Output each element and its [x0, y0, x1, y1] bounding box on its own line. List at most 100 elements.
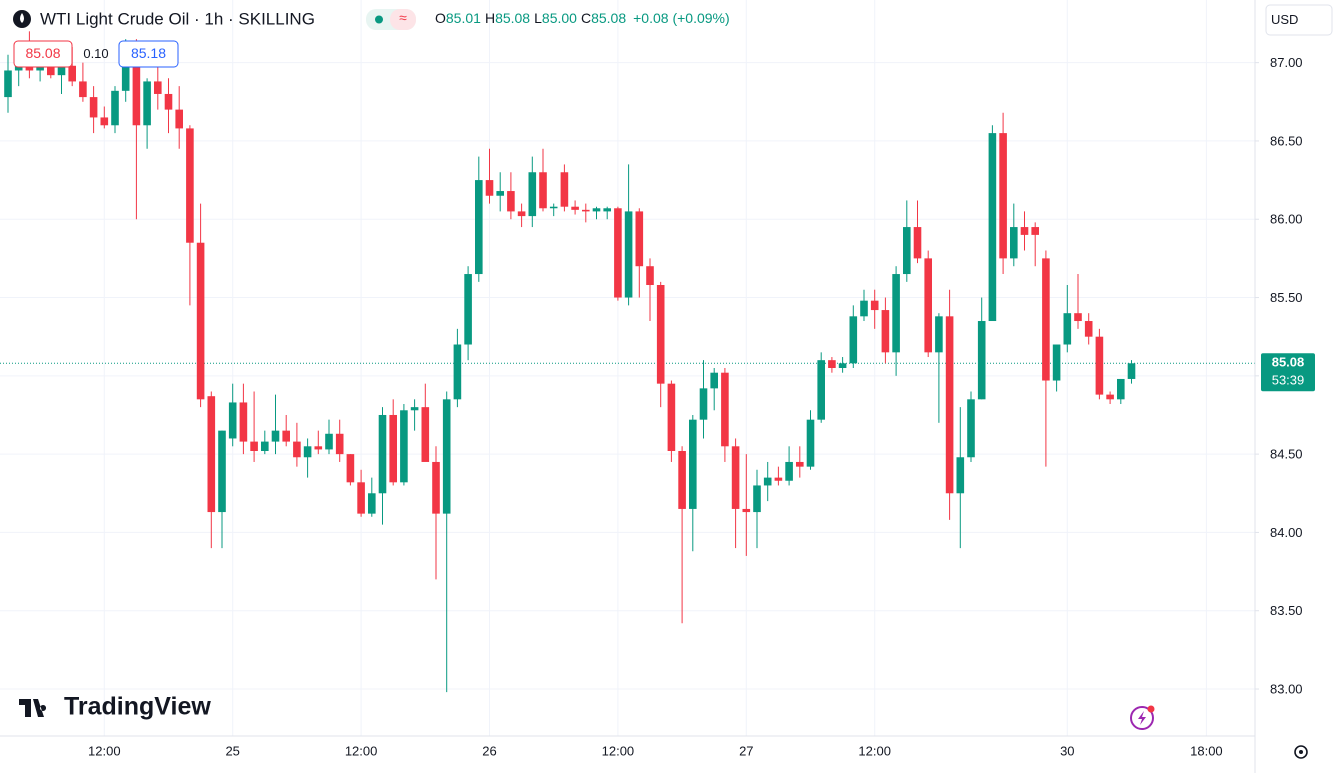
x-tick-label: 12:00 [602, 743, 635, 758]
candle-body [68, 65, 76, 82]
candle-body [261, 441, 269, 451]
candle-body [881, 310, 890, 353]
candle-body [507, 191, 515, 212]
candle-body [763, 477, 772, 486]
candle-body [1063, 313, 1072, 345]
candle-body [496, 191, 504, 196]
y-tick-label: 83.00 [1270, 681, 1303, 696]
y-tick-label: 83.50 [1270, 603, 1303, 618]
candle-body [1106, 394, 1114, 400]
candle-body [1084, 321, 1093, 337]
settings-icon[interactable] [1294, 745, 1308, 759]
legend-close: 85.08 [591, 10, 626, 26]
candle-body [646, 266, 654, 286]
candle-body [89, 97, 98, 118]
candle-body [1074, 313, 1082, 322]
candle-body [517, 211, 526, 217]
sell-button[interactable] [13, 40, 73, 68]
lightning-icon[interactable] [1130, 706, 1154, 730]
candle-body [346, 454, 355, 483]
candle-body [849, 316, 858, 364]
candle-body [774, 477, 783, 481]
candle-body [154, 81, 162, 94]
candle-body [624, 211, 633, 298]
y-tick-label: 86.50 [1270, 133, 1303, 148]
candle-body [218, 430, 226, 513]
y-tick-label: 84.50 [1270, 447, 1303, 462]
legend-low-label: L [534, 10, 542, 26]
candle-body [560, 172, 569, 207]
candle-body [475, 180, 483, 275]
x-tick-label: 25 [225, 743, 239, 758]
candle-body [164, 93, 173, 110]
candle-body [100, 117, 109, 126]
x-tick-label: 12:00 [88, 743, 121, 758]
candle-body [207, 396, 216, 513]
sell-price[interactable]: 85.08 [25, 45, 60, 61]
candle-body [378, 414, 387, 494]
candle-body [1117, 378, 1125, 400]
candle-body [539, 172, 547, 209]
candle-body [143, 81, 151, 126]
candle-body [442, 399, 451, 514]
candle-body [1042, 258, 1050, 381]
settings-icon-center [1299, 750, 1303, 754]
candle-body [988, 133, 997, 322]
candle-body [389, 414, 397, 483]
candle-body [806, 419, 815, 467]
candle-body [400, 410, 408, 483]
candle-body [710, 372, 718, 389]
candle-body [582, 209, 590, 212]
candle-body [549, 206, 558, 209]
candle-body [1052, 344, 1061, 381]
candle-body [614, 208, 622, 298]
candle-body [656, 285, 665, 384]
brand: TradingView [64, 693, 211, 721]
notification-dot [1147, 705, 1155, 713]
candle-body [421, 407, 430, 462]
buy-price[interactable]: 85.18 [131, 45, 166, 61]
candle-body [528, 172, 537, 217]
legend-open: 85.01 [446, 10, 481, 26]
legend-low: 85.00 [542, 10, 577, 26]
legend-change: +0.08 (+0.09%) [633, 10, 730, 26]
candle-body [828, 360, 836, 368]
candle-body [817, 360, 825, 420]
candle-body [785, 461, 793, 481]
candle-body [79, 81, 87, 98]
delay-icon: ≈ [399, 10, 407, 26]
candle-body [325, 433, 333, 450]
candle-body [870, 300, 879, 311]
candle-body [753, 485, 761, 513]
candle-body [186, 128, 194, 243]
candle-body [271, 430, 280, 442]
status-pill-right [390, 9, 416, 30]
candle-body [956, 457, 965, 494]
candle-body [239, 402, 248, 442]
legend-open-label: O [435, 10, 446, 26]
spread: 0.10 [83, 46, 108, 61]
candle-body [742, 508, 751, 513]
candle-body [603, 208, 611, 212]
candle-body [293, 441, 301, 458]
chart-title: WTI Light Crude Oil · 1h · SKILLING [40, 9, 315, 28]
buy-button[interactable] [118, 40, 179, 68]
candle-body [432, 461, 440, 514]
y-tick-label: 86.00 [1270, 212, 1303, 227]
candle-body [464, 274, 472, 345]
candle-body [903, 227, 911, 275]
y-tick-label: 85.50 [1270, 290, 1303, 305]
currency[interactable]: USD [1271, 12, 1298, 27]
candle-body [967, 399, 975, 458]
candle-body [838, 363, 847, 368]
candle-body [453, 344, 462, 400]
x-tick-label: 12:00 [345, 743, 378, 758]
candle-body [132, 43, 141, 126]
legend-high: 85.08 [495, 10, 530, 26]
candle-body [892, 274, 900, 353]
legend-high-label: H [485, 10, 495, 26]
last-price-box [1261, 353, 1315, 392]
candle-body [977, 321, 986, 400]
candle-body [196, 242, 205, 400]
currency-button[interactable] [1265, 4, 1333, 36]
